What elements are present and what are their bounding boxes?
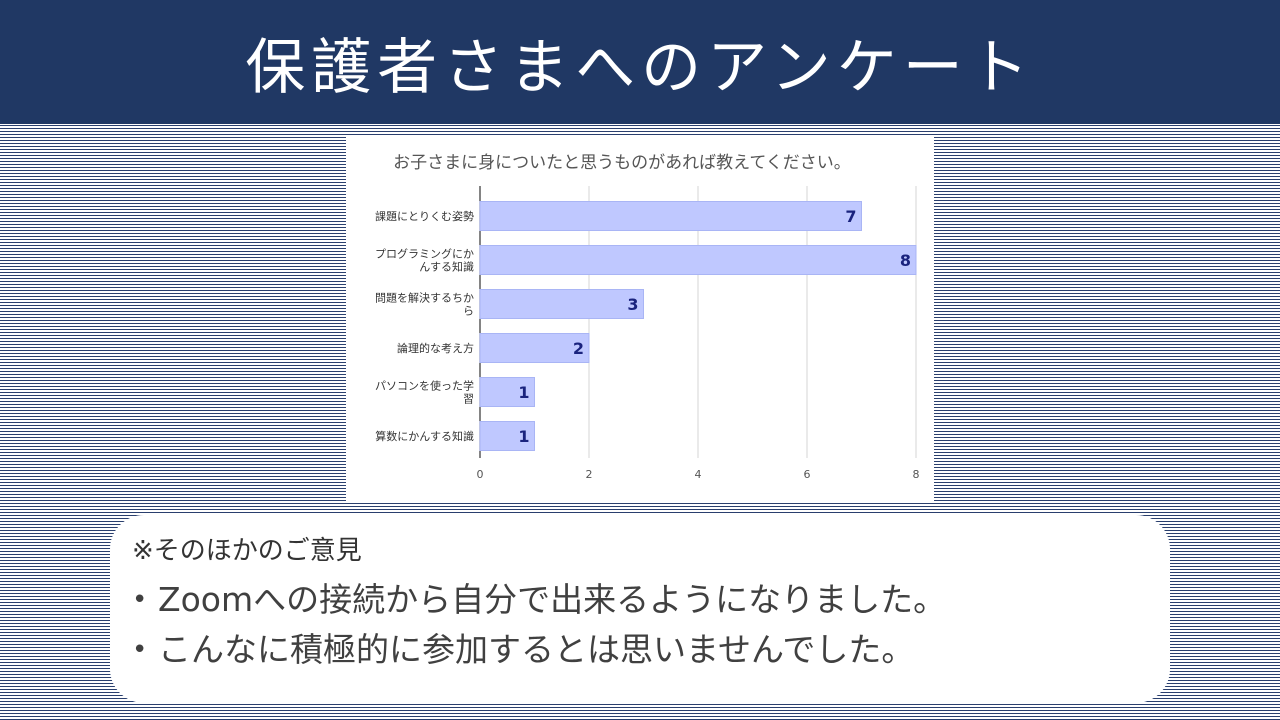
chart-bars bbox=[479, 201, 917, 451]
bar bbox=[479, 289, 644, 319]
note-text: Zoomへの接続から自分で出来るようになりました。 bbox=[158, 580, 947, 619]
bar bbox=[479, 245, 917, 275]
x-tick-labels: 0 2 4 6 8 bbox=[477, 468, 920, 481]
bar-value-label: 3 bbox=[627, 295, 638, 314]
page-title: 保護者さまへのアンケート bbox=[245, 32, 1035, 103]
bullet-icon: • bbox=[132, 585, 148, 615]
notes-title: ※そのほかのご意見 bbox=[132, 536, 362, 566]
bullet-icon: • bbox=[132, 635, 148, 665]
bar-chart: お子さまに身についたと思うものがあれば教えてください。 課題にとりくむ姿勢プログ… bbox=[375, 153, 920, 481]
chart-title: お子さまに身についたと思うものがあれば教えてください。 bbox=[393, 153, 851, 173]
notes-list: • Zoomへの接続から自分で出来るようになりました。 • こんなに積極的に参加… bbox=[132, 575, 1148, 675]
category-label: 課題にとりくむ姿勢 bbox=[375, 209, 474, 223]
chart-card: お子さまに身についたと思うものがあれば教えてください。 課題にとりくむ姿勢プログ… bbox=[346, 136, 934, 502]
x-tick-label: 2 bbox=[586, 468, 593, 481]
note-text: こんなに積極的に参加するとは思いませんでした。 bbox=[158, 630, 915, 669]
note-item: • こんなに積極的に参加するとは思いませんでした。 bbox=[132, 625, 1148, 675]
category-label: パソコンを使った学習 bbox=[375, 379, 474, 406]
bar-value-label: 1 bbox=[518, 427, 529, 446]
bar bbox=[479, 333, 590, 363]
chart-grid bbox=[479, 186, 917, 458]
x-tick-label: 6 bbox=[804, 468, 811, 481]
value-labels: 7 8 3 2 1 1 bbox=[518, 207, 911, 446]
header-banner: 保護者さまへのアンケート bbox=[0, 0, 1280, 124]
category-labels: 課題にとりくむ姿勢プログラミングにかんする知識問題を解決するちから論理的な考え方… bbox=[375, 209, 474, 443]
bar bbox=[479, 377, 535, 407]
bar-value-label: 7 bbox=[845, 207, 856, 226]
x-tick-label: 8 bbox=[913, 468, 920, 481]
note-item: • Zoomへの接続から自分で出来るようになりました。 bbox=[132, 575, 1148, 625]
category-label: 論理的な考え方 bbox=[397, 341, 474, 355]
bar-value-label: 1 bbox=[518, 383, 529, 402]
category-label: プログラミングにかんする知識 bbox=[375, 247, 474, 274]
bar-value-label: 8 bbox=[900, 251, 911, 270]
bar bbox=[479, 201, 862, 231]
x-tick-label: 0 bbox=[477, 468, 484, 481]
x-tick-label: 4 bbox=[695, 468, 702, 481]
category-label: 問題を解決するちから bbox=[375, 291, 474, 318]
bar bbox=[479, 421, 535, 451]
category-label: 算数にかんする知識 bbox=[375, 429, 474, 443]
notes-panel: ※そのほかのご意見 • Zoomへの接続から自分で出来るようになりました。 • … bbox=[110, 515, 1170, 703]
bar-value-label: 2 bbox=[573, 339, 584, 358]
